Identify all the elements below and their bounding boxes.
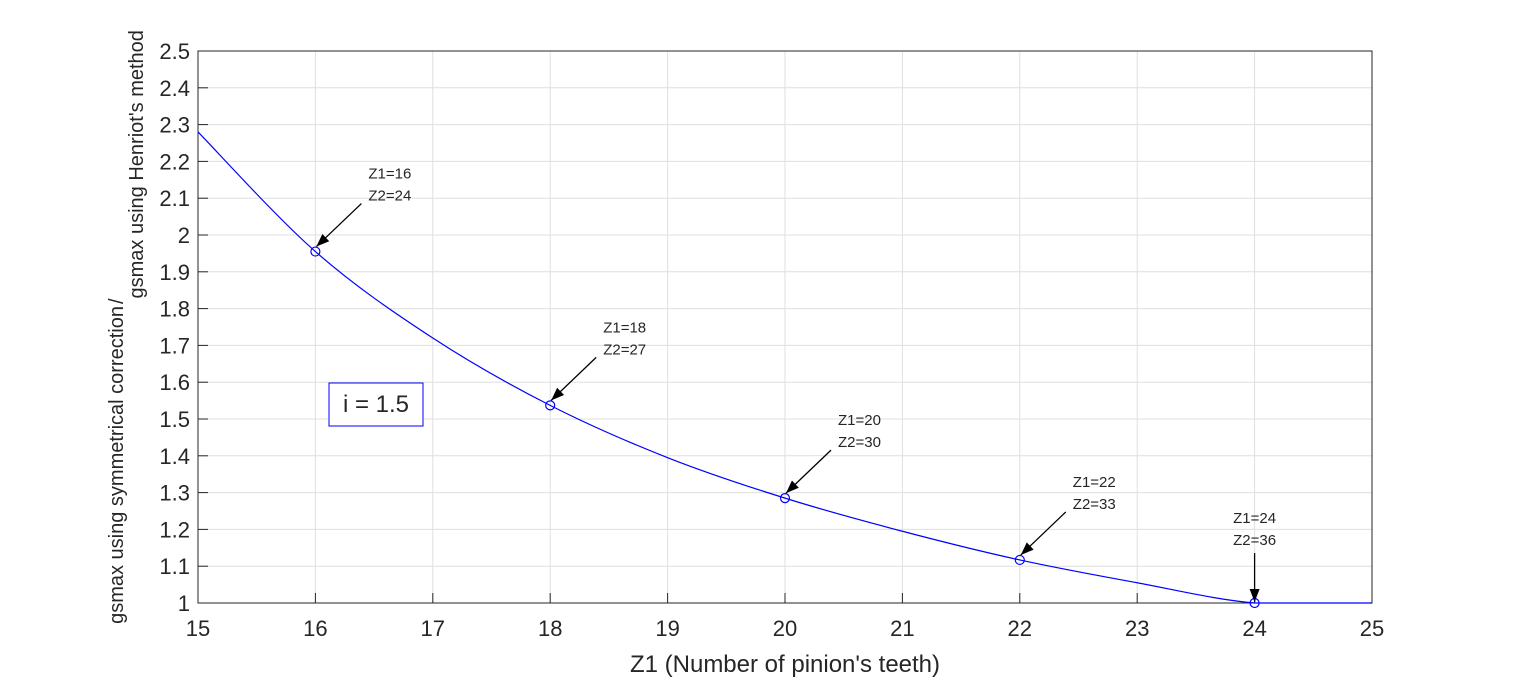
annotation-label-z2: Z2=33 — [1073, 496, 1116, 513]
y-tick-label: 2.4 — [159, 76, 190, 101]
annotation-label-z2: Z2=24 — [368, 188, 411, 205]
markers — [310, 246, 1260, 609]
y-tick-label: 1.4 — [159, 444, 190, 469]
data-point-marker — [310, 246, 321, 257]
y-tick-label: 2.1 — [159, 186, 190, 211]
inset-textbox-frame — [328, 382, 424, 427]
annotation: Z1=22 Z2=33 — [1020, 474, 1116, 556]
x-tick-label: 24 — [1242, 616, 1266, 641]
y-axis-label-divider: / — [106, 298, 128, 304]
y-tick-label: 1.1 — [159, 554, 190, 579]
annotation-label-z1: Z1=22 — [1073, 474, 1116, 491]
y-tick-label: 2 — [178, 223, 190, 248]
inset-textbox-label: i = 1.5 — [343, 391, 409, 418]
annotation-arrowhead — [316, 233, 330, 247]
annotation-arrowhead — [1249, 589, 1260, 602]
annotation-label-z1: Z1=16 — [368, 166, 411, 183]
annotation-label-z1: Z1=24 — [1233, 510, 1276, 527]
annotation: Z1=20 Z2=30 — [785, 412, 881, 494]
x-tick-label: 21 — [890, 616, 914, 641]
annotation-label-z2: Z2=36 — [1233, 532, 1276, 549]
x-tick-labels: 15 16 17 18 19 20 21 22 23 24 25 — [186, 616, 1384, 641]
x-tick-label: 20 — [773, 616, 797, 641]
x-tick-label: 16 — [303, 616, 327, 641]
annotation-arrowhead — [551, 387, 565, 401]
x-tick-label: 15 — [186, 616, 210, 641]
y-axis-label-part2: gsmax using Henriot's method — [126, 30, 148, 298]
y-axis-label: gsmax using symmetrical correction /gsmax… — [106, 30, 148, 624]
x-tick-label: 19 — [655, 616, 679, 641]
data-point-marker — [1014, 554, 1025, 566]
y-axis-label-part1: gsmax using symmetrical correction — [106, 306, 128, 624]
data-point-marker — [779, 493, 791, 504]
y-tick-labels: 1 1.1 1.2 1.3 1.4 1.5 1.6 1.7 1.8 1.9 2 2.1 2.2 2.3 2.… — [159, 39, 190, 616]
y-tick-label: 2.5 — [159, 39, 190, 64]
x-tick-label: 17 — [421, 616, 445, 641]
data-point-marker — [545, 400, 556, 411]
annotation-arrowhead — [786, 480, 799, 494]
annotation: Z1=18 Z2=27 — [550, 319, 646, 401]
annotation: Z1=24 Z2=36 — [1233, 510, 1276, 602]
y-tick-label: 1 — [178, 591, 190, 616]
inset-textbox: i = 1.5 — [328, 382, 424, 427]
y-tick-label: 1.3 — [159, 481, 190, 506]
annotation-label-z1: Z1=20 — [838, 412, 881, 429]
y-tick-label: 1.8 — [159, 297, 190, 322]
annotation-label-z2: Z2=27 — [603, 341, 646, 358]
y-tick-label: 2.2 — [159, 149, 190, 174]
y-tick-label: 2.3 — [159, 113, 190, 138]
y-tick-label: 1.6 — [159, 370, 190, 395]
annotation-label-z1: Z1=18 — [603, 319, 646, 336]
x-tick-label: 22 — [1008, 616, 1032, 641]
annotation-label-z2: Z2=30 — [838, 434, 881, 451]
annotations: Z1=16 Z2=24 Z1=18 Z2=27 Z1=20 Z2=30 Z1=22 Z2=33… — [315, 166, 1276, 602]
x-axis-label: Z1 (Number of pinion's teeth) — [630, 651, 940, 678]
x-tick-label: 23 — [1125, 616, 1149, 641]
y-tick-label: 1.9 — [159, 260, 190, 285]
x-tick-label: 25 — [1360, 616, 1384, 641]
y-tick-label: 1.5 — [159, 407, 190, 432]
y-tick-label: 1.7 — [159, 333, 190, 358]
annotation: Z1=16 Z2=24 — [315, 166, 411, 248]
annotation-arrowhead — [1020, 542, 1034, 555]
series-line — [197, 131, 1372, 604]
y-tick-label: 1.2 — [159, 517, 190, 542]
x-tick-label: 18 — [538, 616, 562, 641]
